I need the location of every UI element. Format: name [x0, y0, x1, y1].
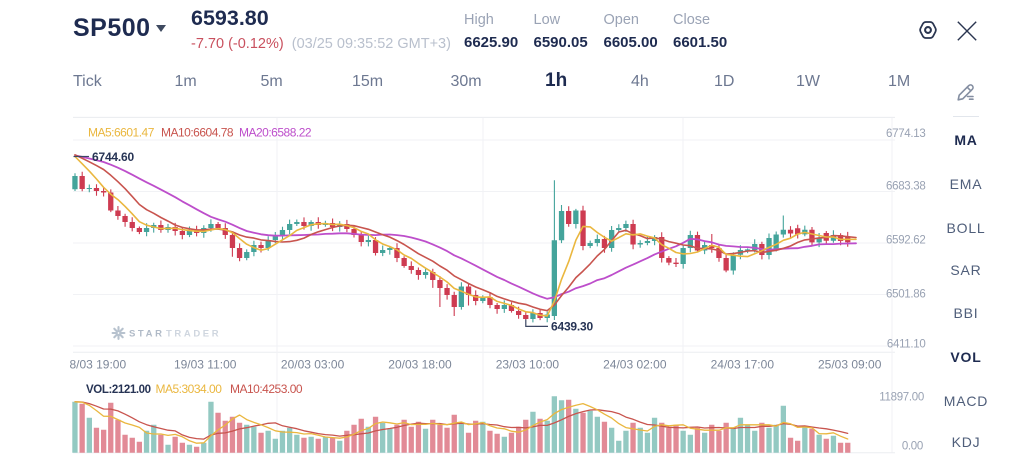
svg-text:19/03 11:00: 19/03 11:00 [174, 358, 237, 372]
svg-text:8/03 19:00: 8/03 19:00 [69, 358, 126, 372]
svg-text:6501.86: 6501.86 [886, 289, 925, 301]
svg-text:20/03 03:00: 20/03 03:00 [281, 358, 345, 372]
svg-text:11897.00: 11897.00 [879, 392, 924, 404]
svg-text:MA5:6601.47: MA5:6601.47 [88, 126, 155, 140]
svg-text:6774.13: 6774.13 [886, 128, 925, 140]
svg-text:MA10:6604.78: MA10:6604.78 [161, 126, 234, 140]
svg-text:6683.38: 6683.38 [886, 181, 925, 193]
svg-text:25/03 09:00: 25/03 09:00 [818, 358, 882, 372]
svg-text:TRADER: TRADER [166, 329, 221, 340]
svg-text:VOL:2121.00: VOL:2121.00 [86, 384, 151, 396]
svg-text:23/03 10:00: 23/03 10:00 [496, 358, 560, 372]
svg-text:24/03 17:00: 24/03 17:00 [711, 358, 775, 372]
svg-text:MA20:6588.22: MA20:6588.22 [239, 126, 312, 140]
svg-text:24/03 02:00: 24/03 02:00 [603, 358, 667, 372]
svg-text:MA5:3034.00: MA5:3034.00 [156, 382, 223, 396]
svg-text:20/03 18:00: 20/03 18:00 [388, 358, 452, 372]
svg-text:MA10:4253.00: MA10:4253.00 [230, 382, 303, 396]
svg-text:STAR: STAR [129, 329, 165, 340]
svg-text:0.00: 0.00 [902, 441, 923, 453]
svg-text:6592.62: 6592.62 [886, 235, 925, 247]
svg-text:6744.60: 6744.60 [92, 150, 135, 164]
svg-text:6439.30: 6439.30 [551, 320, 594, 334]
svg-text:6411.10: 6411.10 [887, 339, 926, 351]
